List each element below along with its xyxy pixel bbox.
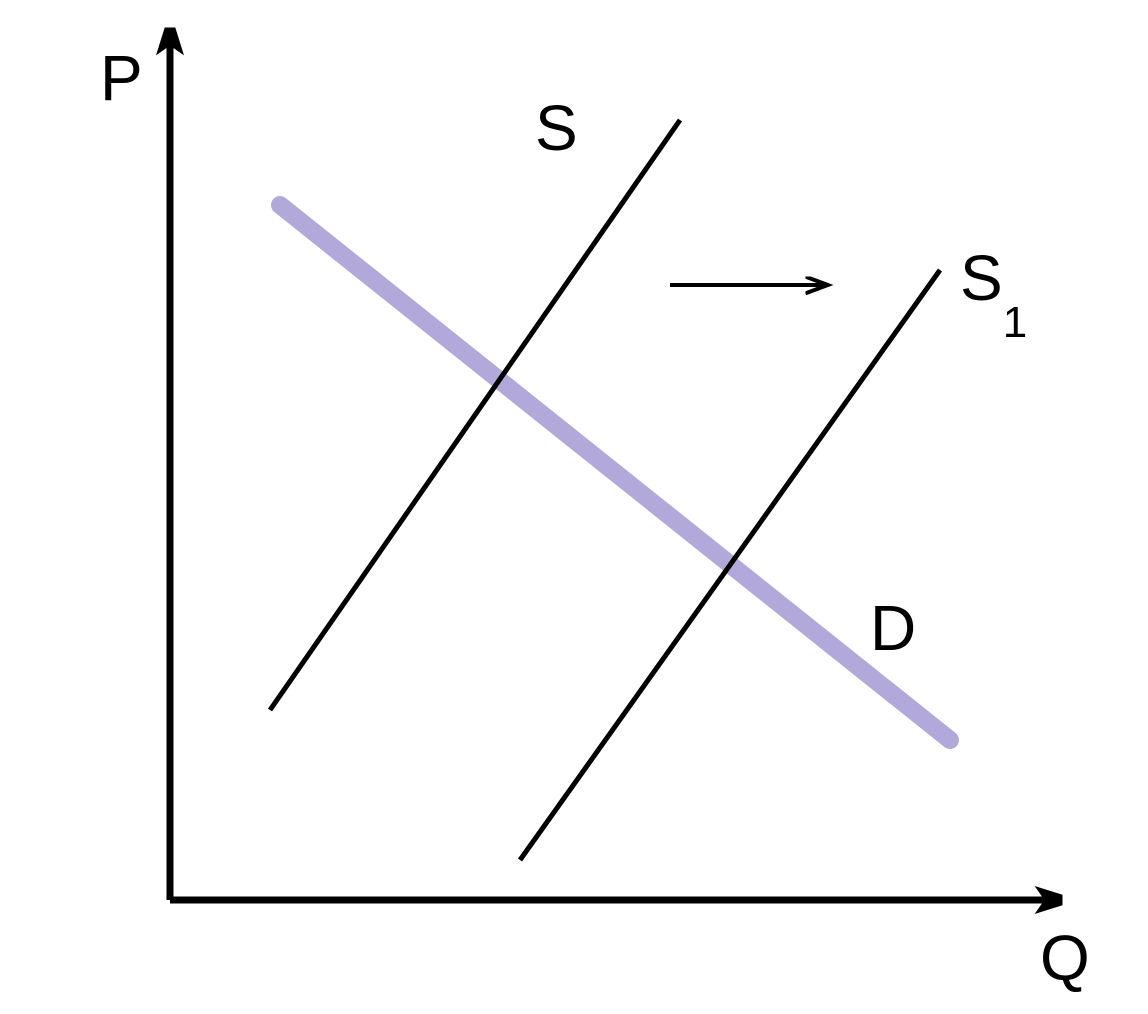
y-axis-label: P <box>100 42 143 114</box>
supply_shifted-curve <box>520 270 940 860</box>
supply_original-label: S <box>535 92 578 164</box>
x-axis-label: Q <box>1040 922 1090 994</box>
demand-label: D <box>870 592 916 664</box>
demand-curve <box>280 205 950 740</box>
supply_shifted-label: S1 <box>960 242 1027 347</box>
supply-demand-chart: P Q D S S1 <box>0 0 1148 1014</box>
chart-svg: P Q D S S1 <box>0 0 1148 1014</box>
supply_original-curve <box>270 120 680 710</box>
